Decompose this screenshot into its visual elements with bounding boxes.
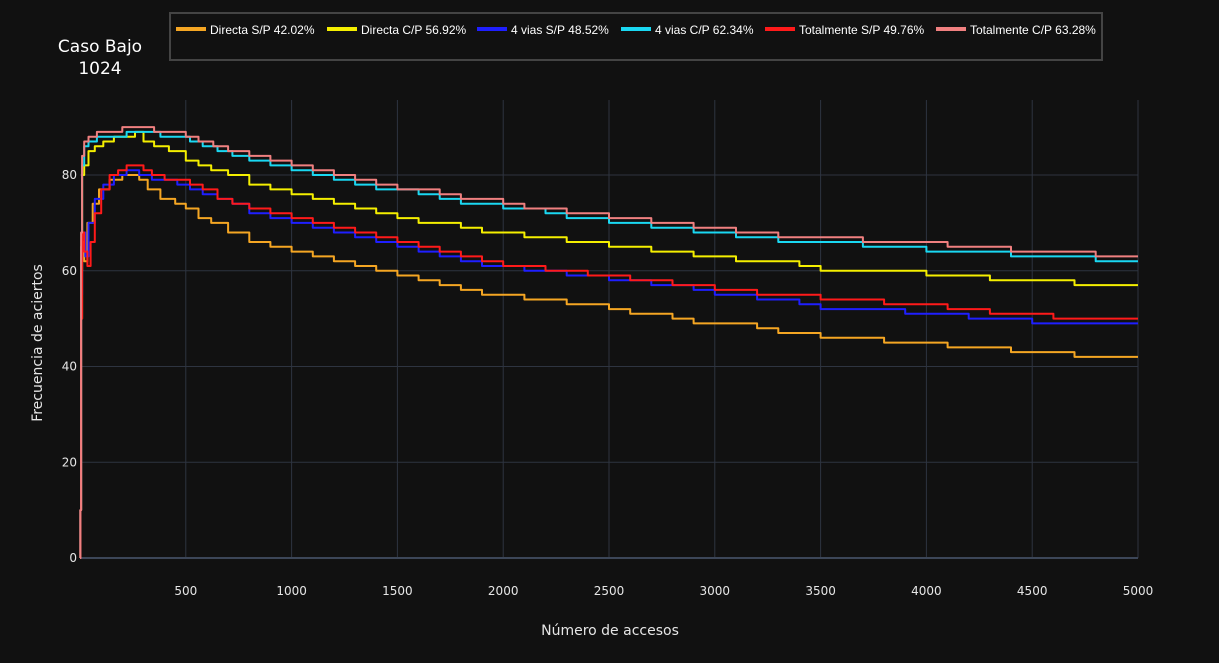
series-line-5 (79, 164, 1138, 559)
legend-item-label: 4 vias C/P 62.34% (655, 23, 754, 37)
x-tick-label: 1500 (382, 584, 413, 598)
legend-box (169, 12, 1103, 61)
x-tick-label: 4000 (911, 584, 942, 598)
x-tick-label: 3000 (700, 584, 731, 598)
x-tick-label: 2000 (488, 584, 519, 598)
x-tick-label: 500 (174, 584, 197, 598)
legend-item-label: Totalmente S/P 49.76% (799, 23, 925, 37)
legend-item-label: Directa S/P 42.02% (210, 23, 315, 37)
legend-item-label: 4 vias S/P 48.52% (511, 23, 609, 37)
y-axis-ticks: 0 20 40 60 80 (62, 168, 77, 565)
x-tick-label: 2500 (594, 584, 625, 598)
x-tick-label: 3500 (805, 584, 836, 598)
grid (80, 100, 1139, 559)
chart-title-line2: 1024 (78, 59, 121, 79)
series-line-4 (79, 130, 1138, 559)
series-line-6 (79, 126, 1138, 559)
y-axis-title: Frecuencia de aciertos (30, 264, 46, 422)
x-tick-label: 5000 (1123, 584, 1154, 598)
y-tick-label: 0 (69, 551, 77, 565)
plot-area (79, 126, 1138, 559)
x-tick-label: 1000 (276, 584, 307, 598)
y-tick-label: 40 (62, 360, 77, 374)
legend-item-label: Totalmente C/P 63.28% (970, 23, 1096, 37)
y-tick-label: 20 (62, 455, 77, 469)
legend-item-label: Directa C/P 56.92% (361, 23, 466, 37)
x-axis-title: Número de accesos (541, 623, 679, 639)
chart-title-line1: Caso Bajo (58, 37, 142, 57)
x-tick-label: 4500 (1017, 584, 1048, 598)
y-tick-label: 60 (62, 264, 77, 278)
x-axis-ticks: 500 1000 1500 2000 2500 3000 3500 4000 4500 5000 (174, 584, 1153, 598)
series-line-1 (79, 174, 1138, 559)
y-tick-label: 80 (62, 168, 77, 182)
legend: Directa S/P 42.02% Directa C/P 56.92% 4 vi… (169, 12, 1103, 61)
